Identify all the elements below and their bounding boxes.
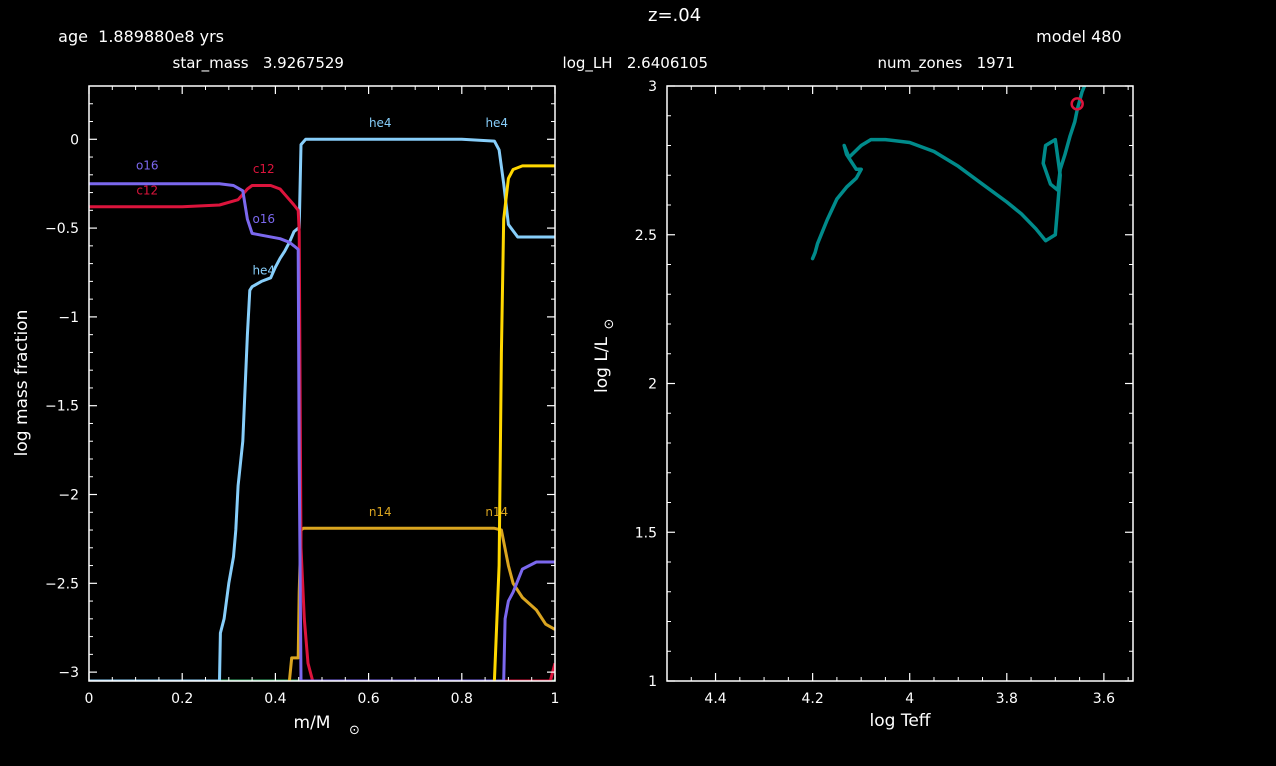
abundance-ytick-label: −1.5 (45, 399, 79, 415)
series-o16 (89, 182, 555, 681)
hr-frame (666, 85, 1134, 682)
abundance-xtick-label: 0 (85, 691, 94, 707)
hr-ytick-label: 1 (648, 674, 657, 690)
series-label-o16: o16 (136, 158, 159, 172)
abundance-xtick-label: 0.8 (451, 691, 473, 707)
current-model-marker (1070, 97, 1084, 111)
series-label-n14: n14 (485, 505, 508, 519)
abundance-ytick-label: 0 (70, 132, 79, 148)
abundance-xtick-label: 1 (551, 691, 560, 707)
log-lh-value: 2.6406105 (626, 54, 708, 72)
hr-ytick-label: 2.5 (635, 228, 657, 244)
series-label-he4: he4 (369, 116, 392, 130)
age-value: 1.889880e8 (98, 27, 195, 46)
hr-track-group (810, 86, 1087, 261)
age-label: age (58, 27, 88, 46)
hr-xtick-label: 3.8 (996, 691, 1018, 707)
hr-ytick-label: 2 (648, 377, 657, 393)
model-label: model (1036, 27, 1086, 46)
series-label-n14: n14 (369, 505, 392, 519)
log-lh-label: log_LH (562, 54, 613, 72)
abundance-xtick-label: 0.4 (264, 691, 286, 707)
hr-xtick-label: 4 (905, 691, 914, 707)
abundance-series-group: o16 c12 c12 o16 he4 he4 he4 n14 n14 (89, 116, 555, 681)
abundance-ytick-label: −2 (58, 488, 79, 504)
hr-track (810, 86, 1087, 261)
hr-xtick-label: 4.4 (704, 691, 726, 707)
series-label-c12: c12 (136, 183, 158, 197)
abundance-ylabel: log mass fraction (12, 310, 32, 457)
model-value: 480 (1091, 27, 1122, 46)
abundance-frame (88, 85, 556, 682)
hr-xtick-label: 3.6 (1093, 691, 1115, 707)
hr-xtick-label: 4.2 (801, 691, 823, 707)
series-label-he4: he4 (485, 116, 508, 130)
series-h1 (492, 164, 555, 681)
abundance-ytick-label: −2.5 (45, 576, 79, 592)
star-mass-label: star_mass (172, 54, 249, 72)
series-he4 (89, 137, 555, 681)
abundance-xlabel-sub: ⊙ (349, 723, 360, 738)
num-zones-label: num_zones (877, 54, 963, 72)
age-unit: yrs (199, 27, 225, 46)
series-label-c12: c12 (253, 162, 275, 176)
model-readout: model 480 (1026, 8, 1122, 46)
series-label-o16: o16 (252, 212, 275, 226)
abundance-ytick-label: −3 (58, 665, 79, 681)
star-mass-readout: star_mass 3.9267529 (163, 36, 344, 72)
abundance-xtick-label: 0.6 (357, 691, 379, 707)
log-lh-readout: log_LH 2.6406105 (553, 36, 708, 72)
hr-ticks: 4.4 4.2 4 3.8 3.6 1 1.5 2 2.5 3 (635, 79, 1133, 707)
series-label-he4: he4 (252, 263, 275, 277)
hr-xlabel: log Teff (870, 711, 932, 731)
series-c12 (89, 184, 555, 681)
abundance-ticks: 0 0.2 0.4 0.6 0.8 1 0 −0.5 −1 −1.5 −2 −2.5 −3 (45, 86, 559, 707)
series-n14 (287, 526, 555, 681)
abundance-xtick-label: 0.2 (171, 691, 193, 707)
num-zones-readout: num_zones 1971 (868, 36, 1015, 72)
hr-ylabel: log L/L (592, 336, 612, 393)
hr-ylabel-sub: ⊙ (602, 319, 617, 330)
abundance-ytick-label: −0.5 (45, 221, 79, 237)
hr-ytick-label: 1.5 (635, 525, 657, 541)
star-mass-value: 3.9267529 (262, 54, 344, 72)
abundance-ytick-label: −1 (58, 310, 79, 326)
num-zones-value: 1971 (976, 54, 1015, 72)
metallicity-label: z=.04 (648, 5, 702, 26)
hr-ytick-label: 3 (648, 79, 657, 95)
age-readout: age 1.889880e8 yrs (48, 8, 224, 46)
abundance-xlabel: m/M (294, 713, 331, 733)
